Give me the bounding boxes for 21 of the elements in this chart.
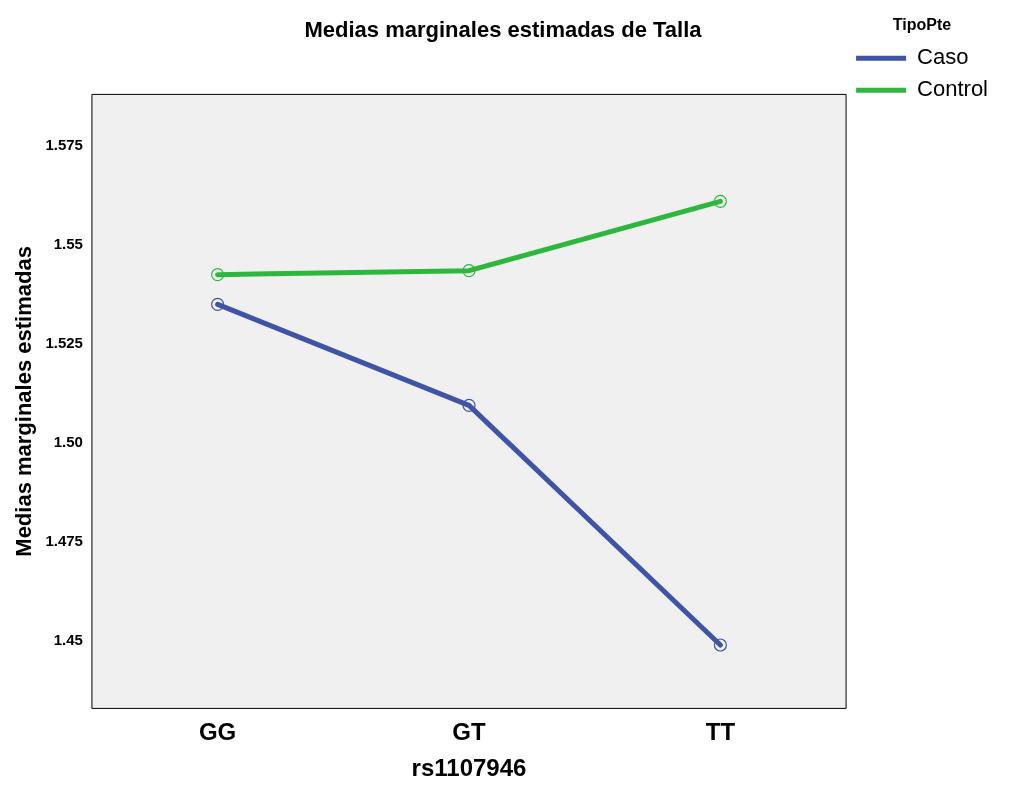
point	[462, 264, 476, 278]
y-tick-label: 1.525	[45, 334, 83, 352]
point	[211, 297, 225, 311]
legend-label: Caso	[917, 44, 969, 70]
y-tick-label: 1.475	[45, 532, 83, 550]
y-tick-label: 1.50	[53, 433, 83, 451]
y-axis-title: Medias marginales estimadas	[11, 246, 37, 557]
y-tick-label: 1.55	[53, 235, 83, 253]
x-tick-label: TT	[705, 718, 736, 746]
x-axis-title: rs1107946	[411, 754, 527, 782]
point	[713, 638, 727, 652]
chart-title: Medias marginales estimadas de Talla	[304, 17, 703, 43]
point	[713, 194, 727, 208]
point	[462, 398, 476, 412]
y-tick-label: 1.45	[53, 631, 83, 649]
point	[211, 268, 225, 282]
y-tick-label: 1.575	[45, 136, 83, 154]
legend-label: Control	[917, 76, 988, 102]
x-tick-label: GG	[198, 718, 237, 746]
legend-title: TipoPte	[892, 16, 952, 34]
x-tick-label: GT	[452, 718, 487, 746]
